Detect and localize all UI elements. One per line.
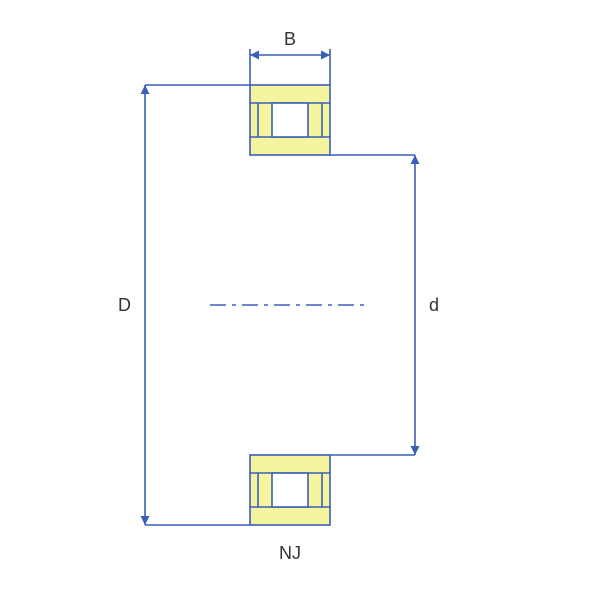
roller xyxy=(272,473,308,507)
dimension-label: B xyxy=(284,29,296,49)
arrow-head xyxy=(411,446,420,455)
arrow-head xyxy=(411,155,420,164)
dimension-label-d: d xyxy=(429,295,439,315)
roller xyxy=(272,103,308,137)
bearing-cross-section-diagram: B Dd NJ xyxy=(0,0,600,600)
type-label: NJ xyxy=(279,543,301,563)
dimension-label-D: D xyxy=(118,295,131,315)
arrow-head xyxy=(250,51,259,60)
arrow-head xyxy=(321,51,330,60)
arrow-head xyxy=(141,85,150,94)
arrow-head xyxy=(141,516,150,525)
